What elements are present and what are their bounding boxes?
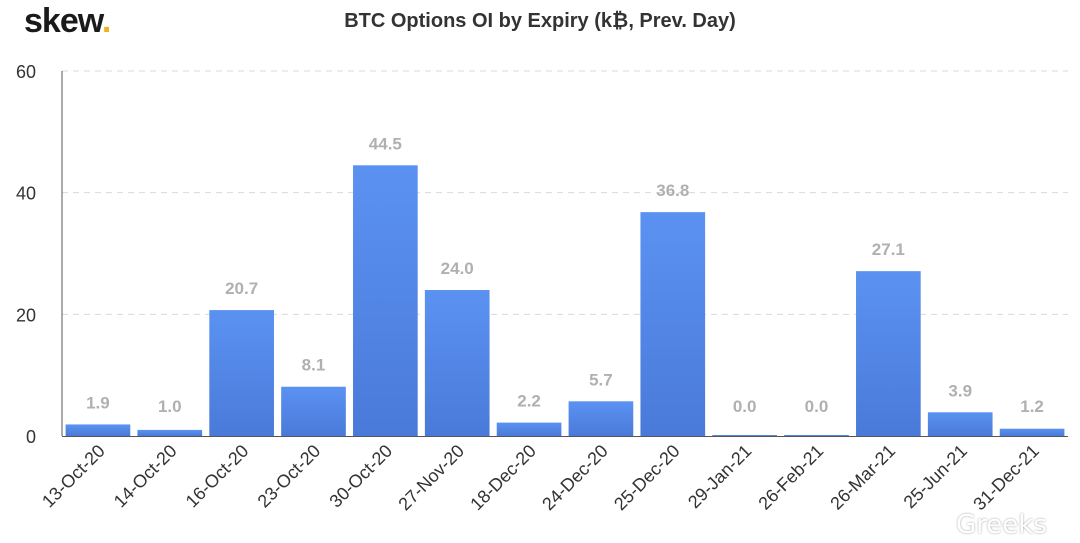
bar <box>209 310 274 436</box>
x-tick-label: 25-Jun-21 <box>900 441 971 512</box>
data-label: 1.0 <box>158 397 182 416</box>
data-label: 36.8 <box>656 181 689 200</box>
bar <box>784 435 849 436</box>
data-label: 1.9 <box>86 393 110 412</box>
chart-title: BTC Options OI by Expiry (k₿, Prev. Day) <box>344 10 736 32</box>
x-tick-label: 29-Jan-21 <box>684 441 755 512</box>
x-tick-label: 18-Dec-20 <box>466 441 540 515</box>
x-tick-label: 30-Oct-20 <box>325 441 396 512</box>
y-tick-label: 60 <box>16 62 36 82</box>
data-label: 3.9 <box>948 381 972 400</box>
x-tick-label: 26-Feb-21 <box>754 441 827 514</box>
y-axis-ticks: 0 20 40 60 <box>16 62 36 447</box>
data-label: 1.2 <box>1020 397 1044 416</box>
data-label: 27.1 <box>872 240 905 259</box>
bar <box>281 386 346 436</box>
data-label: 20.7 <box>225 279 258 298</box>
y-tick-label: 40 <box>16 184 36 204</box>
data-label: 44.5 <box>369 134 402 153</box>
wechat-icon <box>921 516 952 536</box>
bar <box>137 429 203 436</box>
bar <box>640 212 706 436</box>
x-tick-label: 16-Oct-20 <box>182 441 253 512</box>
watermark-text: Greeks <box>956 510 1047 540</box>
data-label: 0.0 <box>805 397 829 416</box>
x-tick-label: 24-Dec-20 <box>538 441 612 515</box>
data-label: 8.1 <box>302 356 326 375</box>
bar <box>856 271 921 436</box>
bar <box>712 435 777 436</box>
data-label: 2.2 <box>517 392 541 411</box>
brand-dot: . <box>101 2 112 40</box>
y-tick-label: 20 <box>16 305 36 325</box>
x-tick-label: 31-Dec-21 <box>969 441 1043 515</box>
bar <box>424 290 490 436</box>
data-label: 5.7 <box>589 370 613 389</box>
bar <box>568 401 634 436</box>
data-labels: 1.9 1.0 20.7 8.1 44.5 24.0 2.2 5.7 36.8 0.0 0.0 27.… <box>86 134 1044 416</box>
x-tick-label: 26-Mar-21 <box>826 441 899 514</box>
x-tick-label: 25-Dec-20 <box>610 441 684 515</box>
x-tick-label: 14-Oct-20 <box>110 441 181 512</box>
bar <box>999 428 1065 436</box>
x-tick-label: 27-Nov-20 <box>394 441 468 515</box>
bar <box>496 422 562 436</box>
bar <box>927 412 993 436</box>
x-tick-label: 13-Oct-20 <box>38 441 109 512</box>
brand-name: skew <box>24 2 103 40</box>
y-tick-label: 0 <box>26 427 36 447</box>
x-axis-ticks: 13-Oct-20 14-Oct-20 16-Oct-20 23-Oct-20 30-O… <box>38 441 1043 515</box>
bar <box>353 165 418 436</box>
bars <box>65 165 1065 436</box>
data-label: 24.0 <box>441 259 474 278</box>
bar <box>65 424 131 436</box>
skew-logo: skew. <box>24 2 112 41</box>
x-tick-label: 23-Oct-20 <box>254 441 325 512</box>
data-label: 0.0 <box>733 397 757 416</box>
